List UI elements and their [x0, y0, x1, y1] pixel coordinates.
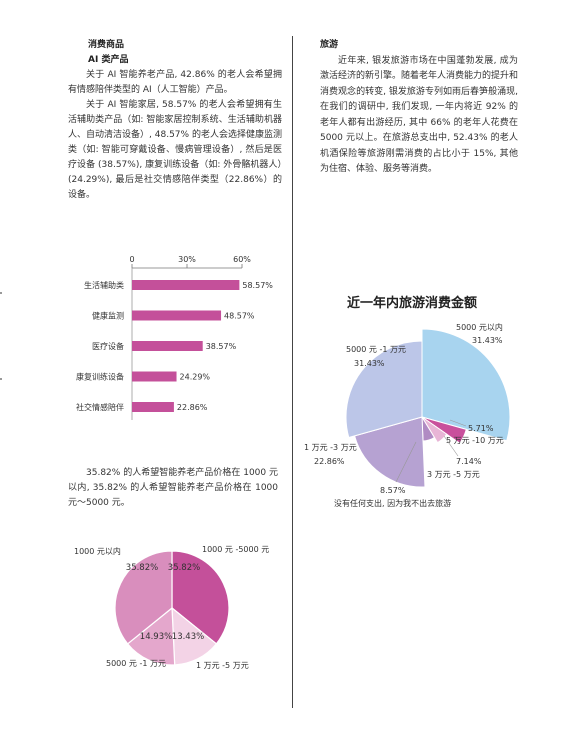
- bar: [132, 310, 222, 321]
- bar: [132, 371, 177, 382]
- data-label: 48.57%: [224, 312, 255, 321]
- bar: [132, 341, 203, 351]
- pie-slice: [421, 416, 448, 444]
- edge-mark: [0, 292, 2, 294]
- slice-label: 没有任何支出, 因为我不出去旅游: [334, 498, 451, 508]
- paragraph: 关于 AI 智能家居, 58.57% 的老人会希望拥有生活辅助类产品（如: 智能…: [68, 100, 282, 200]
- data-label: 38.57%: [206, 342, 237, 351]
- slice-label: 5.71%: [468, 424, 494, 433]
- leader-line: [443, 435, 459, 457]
- slice-label: 7.14%: [456, 457, 482, 466]
- leader-line: [449, 419, 467, 427]
- column-divider: [292, 36, 293, 708]
- data-label: 58.57%: [242, 281, 273, 290]
- bar: [132, 402, 174, 412]
- data-label: 35.82%: [168, 563, 200, 573]
- slice-label: 31.43%: [354, 359, 385, 368]
- category-label: 社交情感陪伴: [76, 402, 124, 412]
- tick-label: 60%: [233, 255, 251, 264]
- category-label: 健康监测: [92, 311, 124, 321]
- paragraph: 35.82% 的人希望智能养老产品价格在 1000 元以内, 35.82% 的人…: [68, 468, 278, 508]
- slice-label: 1000 元以内: [74, 546, 121, 556]
- leader-line: [395, 441, 417, 483]
- slice-label: 3 万元 -5 万元: [427, 470, 480, 479]
- right-column-text: 旅游 近年来, 银发旅游市场在中国蓬勃发展, 成为激活经济的新引擎。随着老年人消…: [320, 38, 518, 178]
- section-heading: 旅游: [320, 40, 339, 50]
- price-paragraph-block: 35.82% 的人希望智能养老产品价格在 1000 元以内, 35.82% 的人…: [68, 466, 278, 511]
- pie-slice: [345, 340, 423, 439]
- slice-label: 22.86%: [314, 457, 345, 466]
- bar: [132, 280, 240, 290]
- data-label: 22.86%: [177, 403, 208, 412]
- pie-slice: [114, 550, 173, 645]
- slice-label: 1000 元 -5000 元: [202, 545, 269, 554]
- slice-label: 5 万元 -10 万元: [446, 436, 504, 445]
- slice-label: 5000 元 -1 万元: [106, 659, 166, 668]
- slice-label: 5000 元以内: [456, 322, 503, 332]
- pie-slice: [126, 606, 176, 666]
- pie-slice: [421, 328, 511, 442]
- slice-label: 1 万元 -3 万元: [304, 443, 357, 452]
- pie-slice: [353, 416, 426, 488]
- left-column-text: 消费商品 AI 类产品 关于 AI 智能养老产品, 42.86% 的老人会希望拥…: [68, 38, 282, 203]
- data-label: 13.43%: [172, 632, 204, 642]
- pie-slice: [171, 550, 230, 645]
- chart-title: 近一年内旅游消费金额: [347, 295, 477, 311]
- data-label: 35.82%: [126, 563, 158, 573]
- price-pie-chart: 35.82%1000 元 -5000 元13.43%1 万元 -5 万元14.9…: [74, 545, 269, 670]
- pie-slice: [421, 416, 467, 444]
- data-label: 14.93%: [140, 632, 172, 642]
- category-label: 康复训练设备: [76, 372, 124, 382]
- travel-spend-pie-chart: 近一年内旅游消费金额 5000 元以内 31.43% 5.71% 5 万元 -10 万元…: [304, 295, 511, 508]
- category-label: 生活辅助类: [84, 280, 124, 290]
- paragraph: 关于 AI 智能养老产品, 42.86% 的老人会希望拥有情感陪伴类型的 AI（…: [68, 70, 282, 95]
- slice-label: 8.57%: [380, 486, 406, 495]
- section-heading: 消费商品: [88, 40, 125, 50]
- slice-label: 1 万元 -5 万元: [196, 661, 249, 670]
- slice-label: 31.43%: [472, 336, 503, 345]
- category-label: 医疗设备: [92, 341, 124, 351]
- tick-label: 0: [129, 255, 134, 264]
- paragraph: 近年来, 银发旅游市场在中国蓬勃发展, 成为激活经济的新引擎。随着老年人消费能力…: [320, 55, 519, 175]
- data-label: 24.29%: [180, 373, 211, 382]
- tick-label: 30%: [178, 255, 196, 264]
- ai-product-bar-chart: 0 30% 60% 生活辅助类 58.57% 健康监测 48.57% 医疗设备 38.57% 康复…: [76, 255, 273, 420]
- slice-label: 5000 元 -1 万元: [346, 345, 406, 354]
- edge-mark: [0, 378, 2, 380]
- sub-heading: AI 类产品: [88, 55, 129, 65]
